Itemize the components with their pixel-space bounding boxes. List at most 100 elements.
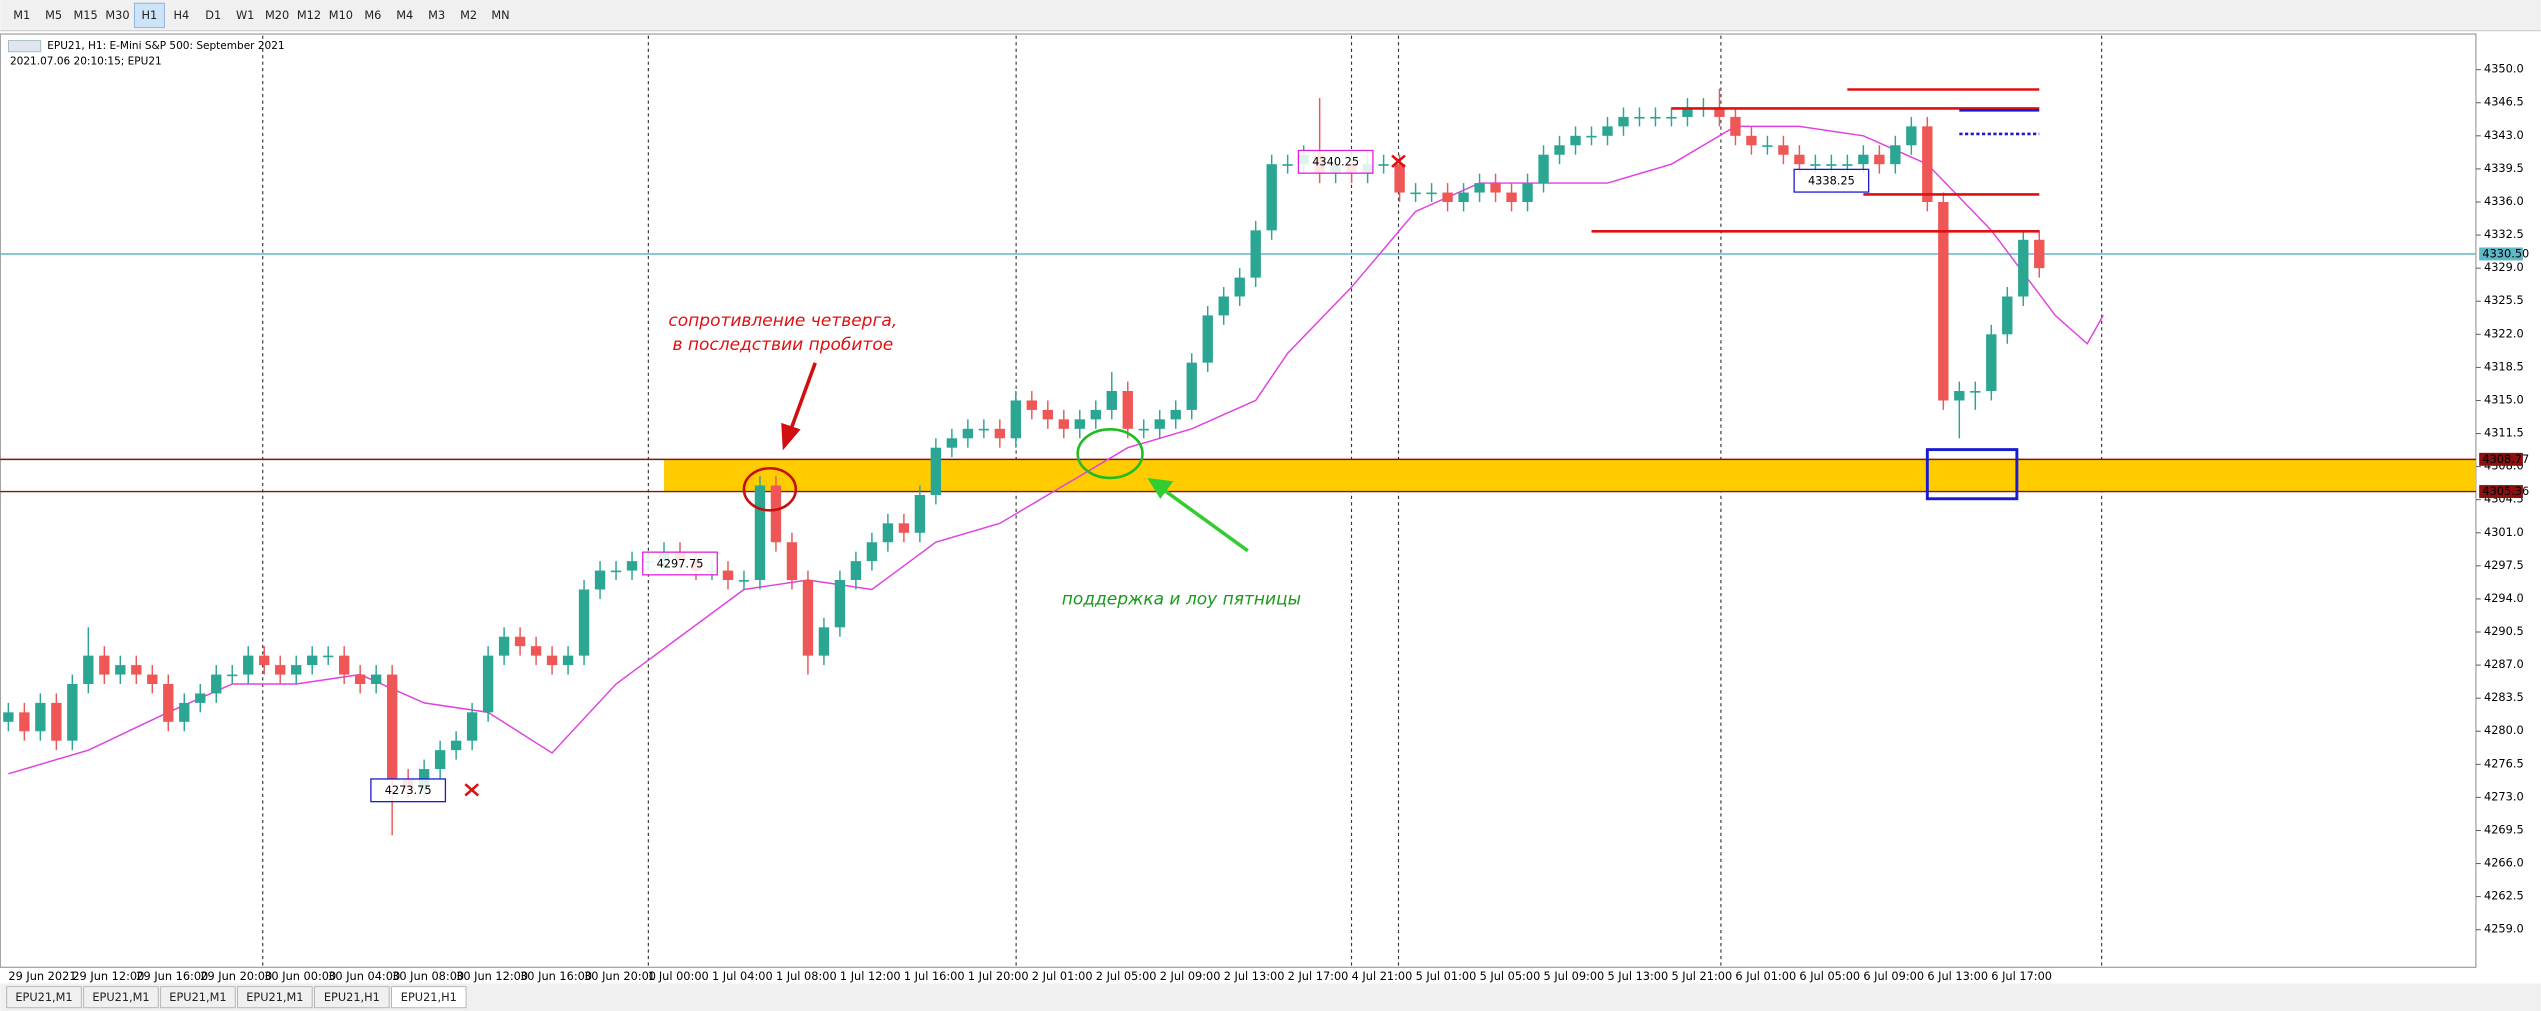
timeframe-button[interactable]: M1 [6,3,37,28]
candle-body [482,655,494,713]
candle-body [978,428,990,431]
timeframe-button[interactable]: M10 [325,3,356,28]
tab[interactable]: EPU21,M1 [6,986,82,1009]
timeframe-button[interactable]: M2 [453,3,484,28]
timeframe-button[interactable]: M20 [262,3,293,28]
candle-body [1826,164,1837,166]
price-label-box [1297,149,1374,174]
x-tick-label: 5 Jul 05:00 [1480,969,1541,983]
candle-body [434,750,446,770]
candle-body [163,683,174,722]
y-tick-label: 4259.0 [2484,922,2524,936]
tab[interactable]: EPU21,M1 [83,986,159,1009]
candle-body [2002,296,2013,335]
y-tick-label: 4301.0 [2484,525,2524,539]
timeframe-label: M15 [73,8,97,22]
timeframe-button[interactable]: M30 [102,3,133,28]
y-tick-label: 4280.0 [2484,723,2524,737]
candle-body [1266,164,1277,231]
timeframe-button[interactable]: D1 [198,3,229,28]
timeframe-button[interactable]: W1 [230,3,261,28]
candle-body [946,438,958,448]
candle-body [227,674,238,677]
x-tick-label: 2 Jul 13:00 [1224,969,1285,983]
tab-label: EPU21,M1 [246,990,303,1004]
candle-body [914,494,926,533]
candle-body [323,655,334,658]
timeframe-button[interactable]: M12 [294,3,324,28]
candle-body [115,665,126,675]
candle-body [1218,296,1229,316]
candle-body [1634,116,1645,119]
tab-bg [314,986,390,1009]
x-tick-label: 5 Jul 09:00 [1544,969,1605,983]
candle-body [1618,116,1629,127]
arrow-head [1147,477,1174,500]
candle-body [1522,183,1533,202]
tab[interactable]: EPU21,M1 [160,986,236,1009]
timeframe-button-bg [262,3,293,28]
candle-body [962,428,974,439]
candle-body [291,665,302,675]
candle-body [1762,145,1773,147]
x-tick-label: 5 Jul 13:00 [1608,969,1669,983]
candle-body [131,665,142,675]
level-tag [2479,452,2523,466]
highlight-ellipse [742,466,798,512]
y-tick-label: 4336.0 [2484,194,2524,208]
timeframe-label: M20 [265,8,289,22]
candle-body [610,570,622,573]
timeframe-button[interactable]: M15 [70,3,101,28]
candle-body [1554,145,1565,155]
tab-bg [391,986,467,1009]
timeframe-label: M6 [364,8,381,22]
plot-frame [0,33,2477,968]
timeframe-label: M2 [460,8,477,22]
x-tick-label: 1 Jul 08:00 [776,969,837,983]
price-label: 4297.75 [657,556,704,570]
candle-body [1378,164,1389,166]
timeframe-button[interactable]: M4 [389,3,420,28]
candle-body [770,485,782,543]
candle-body [930,447,942,495]
timeframe-button[interactable]: M3 [421,3,452,28]
candle-body [1538,154,1549,184]
x-tick-label: 29 Jun 20:00 [200,969,272,983]
timeframe-button[interactable]: M5 [38,3,69,28]
y-tick-label: 4315.0 [2484,392,2524,406]
candle-body [1506,192,1517,202]
timeframe-button[interactable]: M6 [357,3,388,28]
tab[interactable]: EPU21,H1 [391,986,467,1009]
annotation: в последствии пробитое [672,335,893,355]
candle-body [1042,409,1053,420]
level-tag [2479,485,2523,499]
tab[interactable]: EPU21,H1 [314,986,390,1009]
candle-body [1650,116,1661,119]
candle-body [1970,391,1981,393]
tab-bg [83,986,159,1009]
y-tick-label: 4262.5 [2484,889,2524,903]
tab-bg [6,986,82,1009]
candle-body [834,580,846,628]
level-tag-label: 4308.77 [2482,452,2529,466]
candle-body [1282,164,1293,166]
candle-body [498,636,510,656]
candle-body [3,712,14,722]
marker-box [1925,448,2019,501]
timeframe-button[interactable]: MN [485,3,516,28]
candle-body [626,561,638,571]
candle-body [1442,192,1453,202]
candle-body [866,542,878,562]
moving-average [8,125,2104,775]
timeframe-label: M12 [297,8,321,22]
timeframe-button[interactable]: H1 [133,2,165,29]
candle-body [1234,277,1245,297]
candle-body [530,646,542,656]
candle-body [51,702,62,741]
x-tick-label: 6 Jul 17:00 [1991,969,2052,983]
timeframe-label: H1 [142,8,158,22]
tab[interactable]: EPU21,M1 [237,986,313,1009]
candle-body [2018,239,2029,297]
timeframe-button[interactable]: H4 [166,3,197,28]
